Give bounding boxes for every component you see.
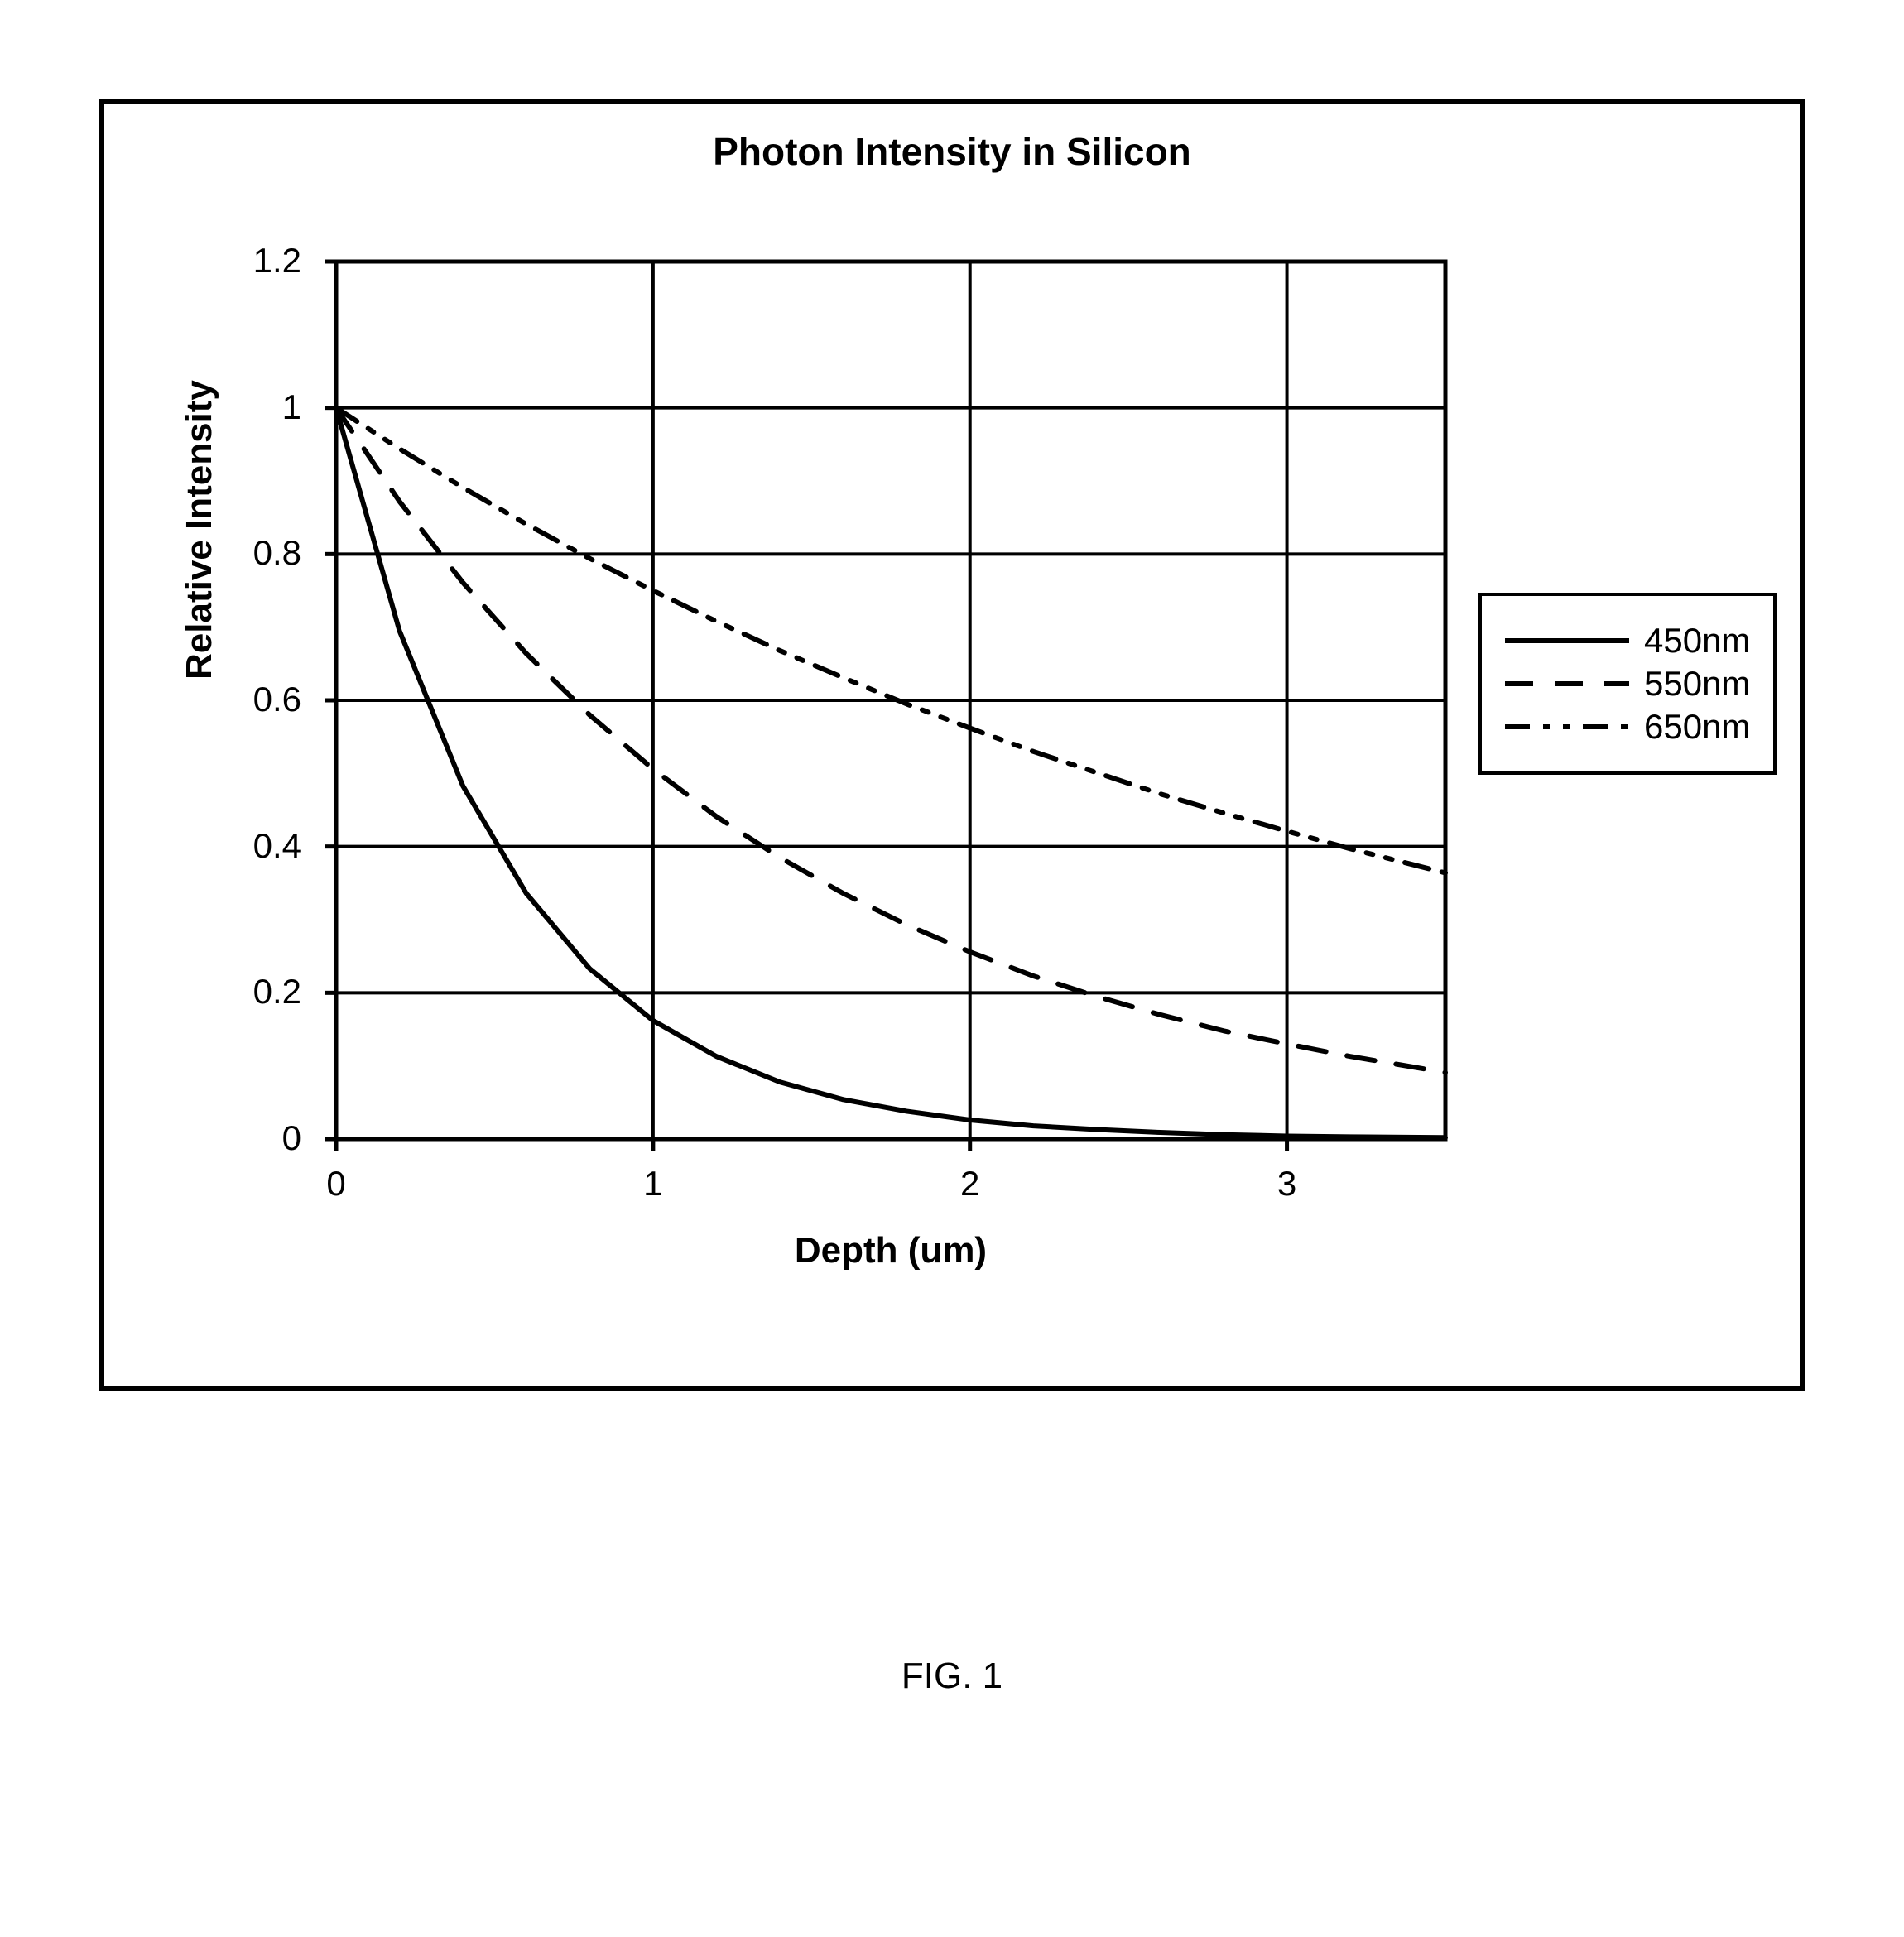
legend-item-450nm: 450nm — [1505, 621, 1750, 661]
x-axis-label: Depth (um) — [336, 1230, 1445, 1271]
ytick-label: 0.2 — [253, 972, 301, 1012]
plot-area — [336, 262, 1445, 1139]
ytick-label: 0 — [282, 1118, 301, 1158]
legend-swatch-icon — [1505, 624, 1629, 657]
chart-title: Photon Intensity in Silicon — [104, 129, 1800, 174]
legend-swatch-icon — [1505, 710, 1629, 743]
ytick-label: 0.4 — [253, 826, 301, 866]
chart-panel: Photon Intensity in Silicon Relative Int… — [99, 99, 1805, 1391]
legend-label: 450nm — [1644, 621, 1750, 661]
figure-caption: FIG. 1 — [0, 1656, 1904, 1697]
xtick-label: 0 — [311, 1164, 361, 1204]
ytick-label: 0.6 — [253, 680, 301, 719]
legend-label: 650nm — [1644, 707, 1750, 747]
legend-item-550nm: 550nm — [1505, 664, 1750, 704]
legend-label: 550nm — [1644, 664, 1750, 704]
plot-svg — [336, 262, 1445, 1139]
xtick-label: 2 — [945, 1164, 995, 1204]
xtick-label: 3 — [1262, 1164, 1312, 1204]
page: Photon Intensity in Silicon Relative Int… — [0, 0, 1904, 1937]
y-axis-label: Relative Intensity — [179, 380, 220, 680]
legend: 450nm550nm650nm — [1478, 593, 1777, 775]
legend-item-650nm: 650nm — [1505, 707, 1750, 747]
ytick-label: 0.8 — [253, 533, 301, 573]
legend-swatch-icon — [1505, 667, 1629, 700]
xtick-label: 1 — [628, 1164, 678, 1204]
ytick-label: 1.2 — [253, 241, 301, 281]
ytick-label: 1 — [282, 387, 301, 427]
